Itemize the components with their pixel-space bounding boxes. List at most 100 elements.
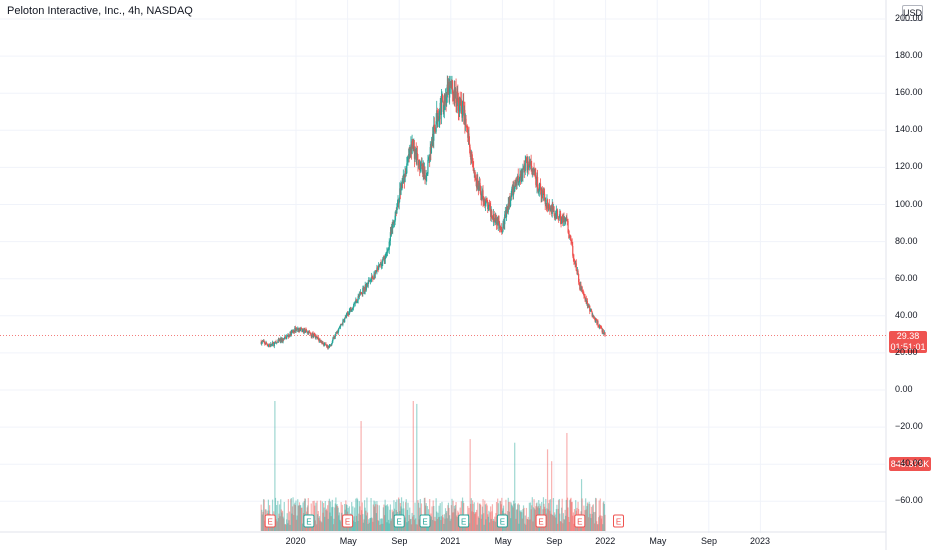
earnings-marker[interactable]: E — [574, 514, 586, 528]
volume-bar — [565, 515, 567, 531]
candle-body — [398, 199, 400, 204]
volume-bar — [570, 497, 572, 531]
volume-bar — [603, 504, 606, 531]
volume-bar — [354, 521, 356, 531]
candle-body — [416, 153, 418, 160]
volume-bar — [563, 519, 565, 531]
volume-bar — [556, 523, 559, 531]
volume-bar — [546, 449, 549, 531]
volume-bar — [461, 524, 463, 531]
candle-body — [585, 297, 587, 304]
volume-bar — [293, 514, 295, 531]
volume-bar — [423, 497, 426, 531]
volume-bar — [261, 514, 263, 531]
volume-bar — [501, 497, 503, 531]
candle-body — [382, 258, 384, 262]
earnings-marker[interactable]: E — [393, 514, 405, 528]
volume-bar — [432, 519, 434, 531]
volume-bar — [564, 509, 566, 531]
candle-body — [362, 288, 364, 295]
candle-body — [485, 198, 487, 205]
candle-body — [451, 81, 454, 93]
volume-bar — [524, 515, 526, 531]
earnings-marker[interactable]: E — [303, 514, 315, 528]
candle-body — [393, 221, 396, 223]
volume-bar — [376, 504, 379, 531]
volume-bar — [516, 509, 518, 531]
candle-body — [351, 309, 353, 311]
x-tick-label: Sep — [391, 536, 408, 546]
volume-bar — [526, 518, 528, 531]
volume-bar — [449, 515, 451, 531]
volume-bar — [299, 504, 301, 531]
candle-body — [271, 344, 273, 346]
candle-body — [329, 345, 331, 347]
candle-body — [487, 202, 489, 209]
candle-body — [424, 169, 426, 180]
volume-bar — [530, 509, 532, 531]
candle-body — [539, 183, 542, 191]
earnings-marker[interactable]: E — [613, 514, 624, 528]
x-tick-label: 2022 — [595, 536, 616, 546]
candle-body — [273, 342, 275, 347]
candle-body — [523, 166, 525, 170]
candle-body — [268, 345, 270, 346]
candle-body — [266, 343, 268, 345]
symbol-title: Peloton Interactive, Inc., 4h, NASDAQ — [7, 5, 193, 17]
volume-bar — [287, 523, 289, 531]
candle-body — [301, 330, 304, 332]
earnings-marker[interactable]: E — [264, 514, 276, 528]
candle-body — [597, 326, 600, 327]
candle-body — [369, 279, 372, 281]
candle-body — [314, 334, 316, 336]
volume-bar — [408, 515, 410, 531]
earnings-marker[interactable]: E — [419, 514, 431, 528]
earnings-marker[interactable]: E — [496, 514, 508, 528]
candle-body — [599, 325, 601, 327]
candle-body — [457, 97, 460, 111]
candle-body — [345, 314, 348, 318]
candle-body — [299, 329, 301, 332]
volume-bar — [483, 513, 485, 531]
volume-bar — [294, 505, 297, 531]
volume-bar — [337, 506, 339, 531]
volume-bar — [529, 502, 532, 531]
volume-bar — [456, 516, 458, 531]
volume-bar — [321, 522, 323, 531]
earnings-marker[interactable]: E — [535, 514, 547, 528]
volume-bar — [566, 432, 568, 531]
volume-bar — [540, 524, 542, 531]
candle-body — [468, 143, 471, 148]
volume-bar — [436, 518, 438, 531]
volume-bar — [416, 524, 418, 531]
volume-bar — [440, 520, 442, 531]
volume-bar — [366, 497, 368, 531]
candle-body — [495, 218, 497, 219]
candle-body — [566, 217, 568, 220]
volume-bar — [320, 521, 322, 531]
volume-bar — [458, 523, 460, 531]
volume-bar — [522, 509, 524, 531]
candle-body — [379, 264, 381, 266]
currency-badge[interactable]: USD — [902, 5, 923, 21]
volume-bar — [372, 504, 374, 531]
volume-bar — [596, 521, 598, 531]
candle-body — [354, 300, 356, 304]
candle-body — [467, 127, 469, 138]
volume-bar — [300, 505, 302, 531]
volume-bar — [288, 511, 291, 531]
earnings-marker[interactable]: E — [342, 514, 354, 528]
volume-bar — [470, 503, 472, 531]
candle-body — [367, 282, 369, 287]
candle-body — [446, 84, 448, 98]
volume-bar — [359, 506, 361, 531]
earnings-marker[interactable]: E — [458, 514, 470, 528]
volume-bar — [484, 504, 486, 531]
candle-body — [434, 127, 436, 131]
volume-bar — [447, 502, 450, 531]
candle-body — [464, 109, 466, 126]
candle-body — [310, 333, 312, 335]
volume-bar — [400, 497, 403, 531]
volume-bar — [555, 517, 557, 531]
